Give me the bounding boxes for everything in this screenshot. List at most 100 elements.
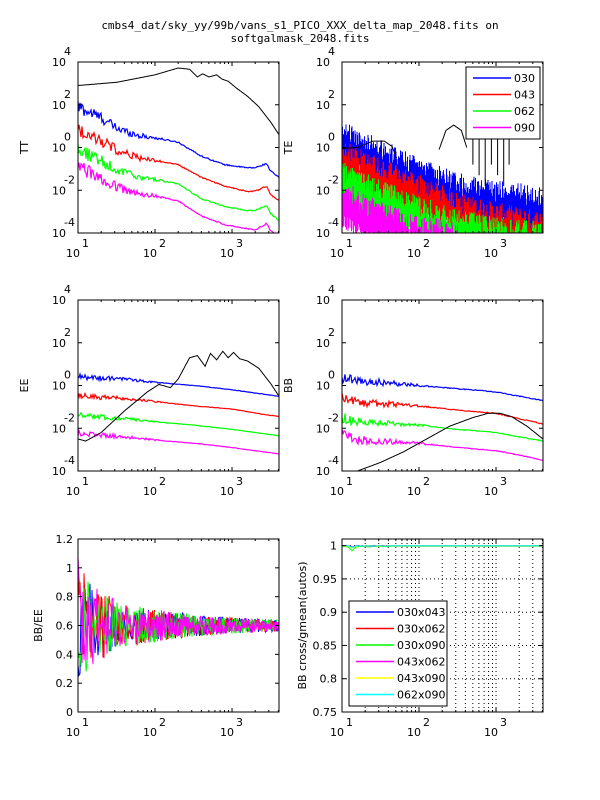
y-tick-label-base: 10 [316,337,330,350]
x-tick-label-base: 10 [220,247,234,260]
series-090 [78,162,277,233]
y-tick-label: 0.95 [313,573,338,586]
ticks [341,61,543,234]
legend-label: 090 [514,122,535,135]
ticks [341,539,543,713]
y-tick-label-exponent: -4 [64,454,75,467]
x-tick-label-exponent: 1 [82,237,89,250]
legend-label: 043x062 [397,656,446,669]
x-tick-label-base: 10 [220,485,234,498]
y-tick-label: 0.6 [56,620,74,633]
y-tick-label-base: 10 [316,142,330,155]
y-tick-label-base: 10 [316,227,330,240]
y-tick-label-exponent: 4 [328,45,335,58]
x-tick-label-base: 10 [484,247,498,260]
x-tick-label-exponent: 2 [159,475,166,488]
x-tick-label-exponent: 3 [500,716,507,729]
plot-area [342,545,542,552]
series-062 [78,411,279,437]
y-tick-label: 0.85 [313,639,338,652]
y-tick-label: 0.2 [56,677,74,690]
axes-box [77,299,280,472]
series-030 [342,374,543,402]
series-030 [78,101,279,178]
y-tick-label-exponent: 2 [64,326,71,339]
y-tick-label: 1 [66,562,73,575]
x-tick-label-exponent: 1 [82,716,89,729]
y-tick-label-base: 10 [52,184,66,197]
x-tick-label-base: 10 [66,247,80,260]
series-043 [78,124,279,201]
y-tick-label: 0.8 [320,673,338,686]
y-tick-label-exponent: 0 [328,131,335,144]
x-tick-label-exponent: 3 [236,237,243,250]
x-tick-label-base: 10 [220,726,234,739]
y-tick-label-exponent: 4 [64,283,71,296]
y-tick-label: 0 [66,706,73,719]
x-tick-label-base: 10 [330,485,344,498]
y-tick-label-exponent: -4 [328,454,339,467]
y-tick-label-base: 10 [316,422,330,435]
y-tick-label-base: 10 [52,465,66,478]
series-090 [342,429,543,461]
legend-item: 043 [473,89,535,102]
y-tick-label-base: 10 [52,142,66,155]
plot-area [78,556,279,677]
y-tick-label-exponent: 0 [64,131,71,144]
y-tick-label-base: 10 [52,56,66,69]
x-tick-label-exponent: 3 [500,237,507,250]
x-tick-label-base: 10 [484,485,498,498]
legend-item: 043x090 [356,672,446,685]
legend-label: 030x090 [397,639,446,652]
legend-label: 043 [514,89,535,102]
y-tick-label-exponent: -2 [328,173,339,186]
x-tick-label-exponent: 3 [500,475,507,488]
y-tick-label: 1 [330,540,337,553]
legend-item: 062x090 [356,689,446,702]
y-tick-label-base: 10 [316,99,330,112]
legend-box [348,600,448,707]
ticks [77,61,279,234]
y-axis-label: BB/EE [32,609,45,642]
x-tick-label-base: 10 [143,726,157,739]
y-tick-label-base: 10 [316,294,330,307]
y-tick-label-base: 10 [52,422,66,435]
x-tick-label-base: 10 [143,485,157,498]
x-tick-label-exponent: 2 [159,716,166,729]
y-axis-label: BB [282,378,295,393]
axes-box [77,61,280,234]
y-axis-label: TT [18,141,31,156]
series-090 [78,428,279,455]
y-axis-label: BB cross/gmean(autos) [296,561,309,689]
plot-area [342,124,543,233]
plot-area [78,350,279,455]
series-062 [78,581,279,672]
theory-arc [438,124,468,150]
y-tick-label-base: 10 [52,99,66,112]
legend: 030 043 062 090 [465,66,541,140]
x-tick-label-exponent: 1 [346,475,353,488]
series-043 [78,391,279,418]
y-tick-label-base: 10 [316,465,330,478]
legend-item: 030x090 [356,639,446,652]
y-tick-label: 0.9 [320,606,338,619]
series-090 [78,556,279,665]
legend: 030x043 030x062 030x090 043x062 043x090 062x0… [348,600,448,707]
theory-curve [357,412,543,471]
x-tick-label-base: 10 [330,247,344,260]
series-062 [342,413,543,442]
legend-label: 030 [514,72,535,85]
series-090 [342,186,458,233]
y-tick-label-exponent: 0 [64,369,71,382]
x-tick-label-exponent: 2 [159,237,166,250]
theory-curve [78,67,279,135]
y-tick-label-base: 10 [52,294,66,307]
y-axis-label: TE [282,141,295,156]
y-tick-label-exponent: -4 [64,216,75,229]
